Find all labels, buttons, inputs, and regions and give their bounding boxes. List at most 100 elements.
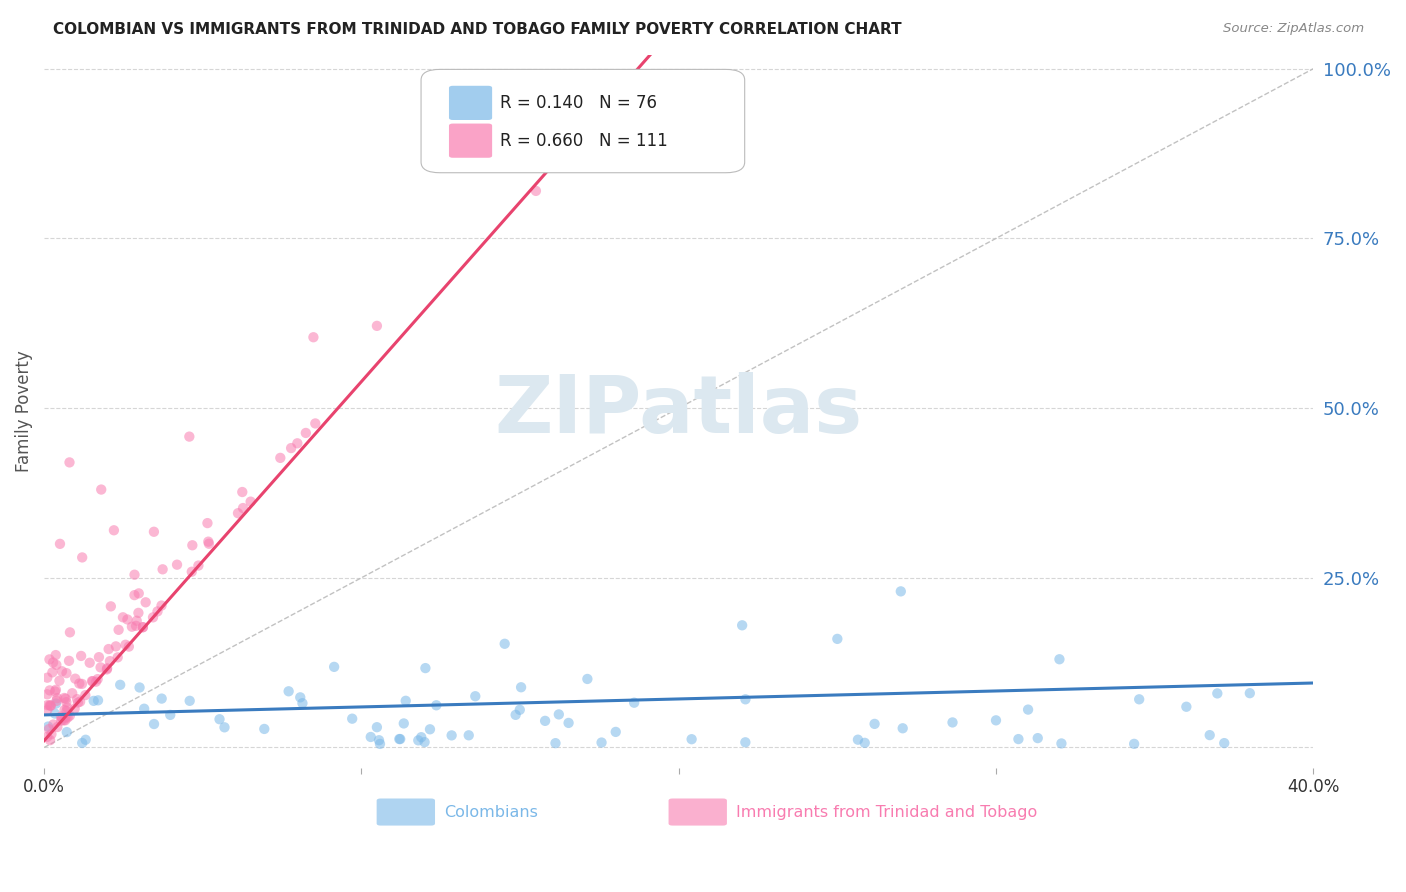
Point [1198,728,1220,742]
Point [55,695,77,709]
Point [48,673,70,688]
Point [1026,731,1049,745]
Point [544,736,567,750]
Point [505,707,527,722]
Point [56,710,79,724]
Point [82,674,104,689]
Point [45,648,67,662]
Point [53,690,76,705]
Point [63,702,86,716]
Point [142,524,165,539]
Point [59,625,82,640]
Point [70,550,93,565]
Point [51,665,73,679]
Point [56,700,79,714]
Point [226,506,249,520]
Point [42,717,65,731]
Point [97,642,120,657]
Point [827,632,849,646]
Point [96,661,118,675]
Point [55,704,77,718]
Point [239,494,262,508]
Point [419,723,441,737]
Point [166,558,188,572]
Point [67,676,90,690]
Point [142,610,165,624]
Point [464,690,486,704]
Point [45,694,67,708]
Point [846,732,869,747]
Point [42,656,65,670]
Point [368,733,391,747]
Point [253,722,276,736]
Point [295,425,318,440]
Point [277,684,299,698]
Point [128,681,150,695]
Point [65,672,87,686]
Point [440,728,463,742]
Text: Immigrants from Trinidad and Tobago: Immigrants from Trinidad and Tobago [735,805,1038,820]
Point [41,727,63,741]
Point [118,640,141,654]
Point [534,714,557,728]
Point [38,683,60,698]
Point [413,735,436,749]
Point [80,674,103,689]
Point [96,662,118,676]
Point [124,588,146,602]
Point [734,692,756,706]
Point [107,623,129,637]
Point [103,523,125,537]
Point [415,661,437,675]
Point [84,674,107,689]
Point [60,686,83,700]
Point [360,730,382,744]
Point [389,732,412,747]
Point [150,691,173,706]
Point [214,720,236,734]
Point [290,690,312,705]
Point [591,735,613,749]
Point [70,677,93,691]
Point [734,735,756,749]
Point [37,698,59,713]
Point [41,665,63,680]
Point [197,516,219,530]
FancyBboxPatch shape [449,124,492,158]
Point [117,612,139,626]
Point [125,614,148,628]
Point [59,708,82,723]
Point [232,501,254,516]
Point [111,610,134,624]
Point [1007,732,1029,747]
Point [1050,736,1073,750]
Point [45,682,67,697]
Point [890,584,912,599]
Point [1123,737,1146,751]
Point [524,184,547,198]
Point [457,728,479,742]
Point [114,638,136,652]
FancyBboxPatch shape [449,86,492,120]
Point [39,733,62,747]
Point [291,696,314,710]
Point [104,640,127,654]
Point [280,441,302,455]
Point [1049,652,1071,666]
Point [51,711,73,725]
Point [392,716,415,731]
Point [179,429,201,443]
FancyBboxPatch shape [377,798,434,826]
Point [269,450,291,465]
Point [44,684,66,698]
Point [75,688,97,702]
Point [66,696,89,710]
Point [425,698,447,713]
Point [681,732,703,747]
Point [37,687,59,701]
Text: R = 0.140   N = 76: R = 0.140 N = 76 [499,94,657,112]
Point [576,672,599,686]
Point [143,717,166,731]
Text: R = 0.660   N = 111: R = 0.660 N = 111 [499,132,668,150]
Point [58,455,80,469]
